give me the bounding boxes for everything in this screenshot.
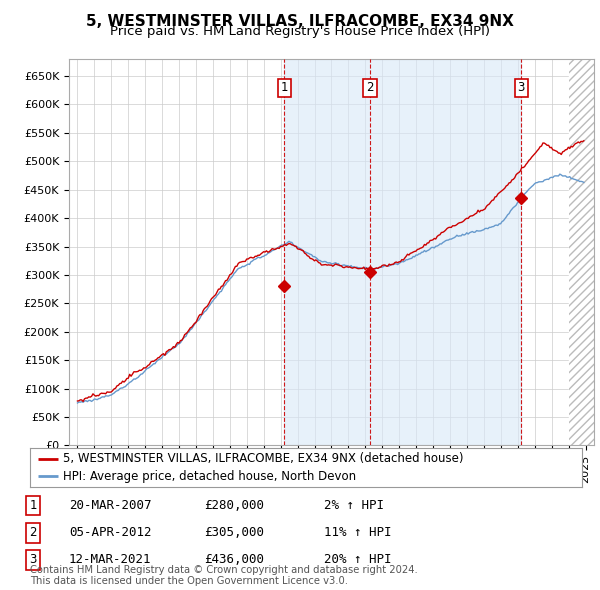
- Text: 3: 3: [29, 553, 37, 566]
- Text: 11% ↑ HPI: 11% ↑ HPI: [324, 526, 392, 539]
- Text: £305,000: £305,000: [204, 526, 264, 539]
- Bar: [284, 59, 521, 445]
- Text: 2% ↑ HPI: 2% ↑ HPI: [324, 499, 384, 512]
- Text: 1: 1: [29, 499, 37, 512]
- Text: Price paid vs. HM Land Registry's House Price Index (HPI): Price paid vs. HM Land Registry's House …: [110, 25, 490, 38]
- Bar: [569, 59, 594, 445]
- Text: 5, WESTMINSTER VILLAS, ILFRACOMBE, EX34 9NX: 5, WESTMINSTER VILLAS, ILFRACOMBE, EX34 …: [86, 14, 514, 28]
- Text: 3: 3: [517, 81, 525, 94]
- Text: 20-MAR-2007: 20-MAR-2007: [69, 499, 151, 512]
- Text: 20% ↑ HPI: 20% ↑ HPI: [324, 553, 392, 566]
- Text: Contains HM Land Registry data © Crown copyright and database right 2024.
This d: Contains HM Land Registry data © Crown c…: [30, 565, 418, 586]
- Text: 5, WESTMINSTER VILLAS, ILFRACOMBE, EX34 9NX (detached house): 5, WESTMINSTER VILLAS, ILFRACOMBE, EX34 …: [63, 453, 464, 466]
- Text: 2: 2: [366, 81, 374, 94]
- Text: 1: 1: [281, 81, 288, 94]
- Text: 12-MAR-2021: 12-MAR-2021: [69, 553, 151, 566]
- Text: £436,000: £436,000: [204, 553, 264, 566]
- Text: 2: 2: [29, 526, 37, 539]
- Text: £280,000: £280,000: [204, 499, 264, 512]
- Text: HPI: Average price, detached house, North Devon: HPI: Average price, detached house, Nort…: [63, 470, 356, 483]
- Text: 05-APR-2012: 05-APR-2012: [69, 526, 151, 539]
- Bar: [569, 59, 594, 445]
